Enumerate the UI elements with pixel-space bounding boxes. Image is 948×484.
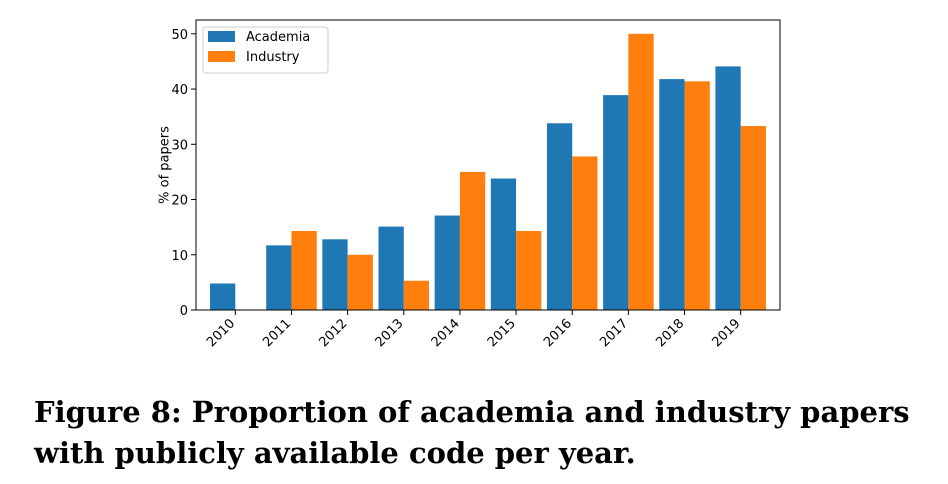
x-tick-label: 2011 <box>260 316 294 350</box>
x-tick-label: 2016 <box>541 316 575 350</box>
y-tick-label: 50 <box>171 28 188 43</box>
y-tick-label: 30 <box>171 138 188 153</box>
legend-swatch-industry <box>208 51 235 62</box>
bar-industry-2018 <box>684 81 710 310</box>
bar-industry-2017 <box>628 33 654 311</box>
bar-industry-2016 <box>572 156 598 310</box>
bar-academia-2011 <box>266 245 292 310</box>
bar-academia-2019 <box>715 66 741 311</box>
y-axis-label: % of papers <box>158 126 173 204</box>
bar-academia-2016 <box>546 123 573 310</box>
x-tick-label: 2019 <box>710 316 744 350</box>
x-tick-label: 2012 <box>316 316 350 350</box>
legend-label-academia: Academia <box>246 30 310 45</box>
y-tick-label: 0 <box>180 304 188 319</box>
plot-frame <box>195 19 781 311</box>
legend-swatch-academia <box>208 31 235 42</box>
bar-industry-2014 <box>459 171 486 310</box>
y-tick-label: 20 <box>171 194 188 209</box>
x-tick-label: 2010 <box>204 316 238 350</box>
y-tick-label: 10 <box>171 249 188 264</box>
x-tick-label: 2018 <box>653 316 687 350</box>
bars-group <box>210 33 766 311</box>
x-axis: 2010 2011 2012 2013 2014 2015 2016 2017 2018 2019 <box>204 310 744 350</box>
legend: Academia Industry <box>202 26 329 74</box>
bar-academia-2018 <box>659 79 685 310</box>
bar-academia-2012 <box>322 239 348 310</box>
y-tick-label: 40 <box>171 83 188 98</box>
bar-academia-2014 <box>434 215 460 310</box>
x-tick-label: 2013 <box>373 316 407 350</box>
bar-industry-2012 <box>347 254 373 310</box>
x-tick-label: 2014 <box>429 316 463 350</box>
x-tick-label: 2017 <box>597 316 631 350</box>
y-axis: 0 10 20 30 40 50 <box>171 28 196 319</box>
bar-academia-2013 <box>378 226 404 310</box>
x-tick-label: 2015 <box>485 316 519 350</box>
bar-chart: 0 10 20 30 40 50 2010 2011 2012 2013 2014 2015 2016… <box>158 19 781 350</box>
bar-industry-2015 <box>516 231 542 310</box>
bar-industry-2011 <box>291 231 317 310</box>
bar-industry-2019 <box>740 126 766 310</box>
figure-caption: Figure 8: Proportion of academia and ind… <box>34 395 910 470</box>
bar-academia-2015 <box>490 178 517 310</box>
bar-industry-2013 <box>403 280 430 310</box>
bar-academia-2010 <box>210 283 236 310</box>
bar-academia-2017 <box>603 95 629 311</box>
legend-label-industry: Industry <box>246 50 300 65</box>
